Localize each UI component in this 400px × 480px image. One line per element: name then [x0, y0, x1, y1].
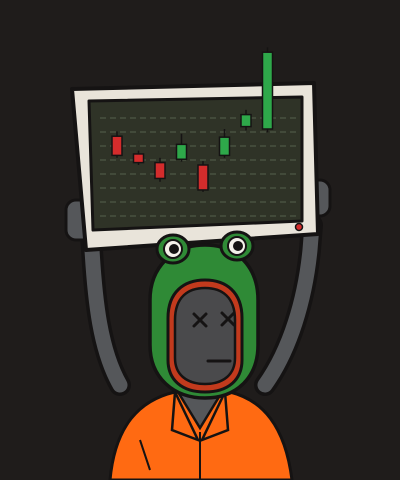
candle-up	[218, 136, 231, 157]
face	[173, 286, 237, 386]
candlestick-chart	[111, 47, 274, 192]
candle-up	[240, 113, 252, 128]
x-eyes	[192, 311, 236, 328]
monitor	[70, 47, 320, 252]
frog-right-eye	[219, 230, 255, 262]
power-led	[294, 222, 304, 232]
candle-down	[154, 161, 166, 180]
monitor-screen	[87, 95, 304, 232]
frog-left-eye	[155, 233, 191, 265]
candle-down	[111, 135, 123, 157]
candle-up	[175, 143, 188, 160]
candle-down	[132, 153, 145, 164]
right-arm	[254, 214, 323, 396]
frog-hood	[148, 230, 260, 400]
orange-suit	[108, 387, 294, 480]
candle-down	[197, 164, 209, 191]
left-arm	[79, 214, 131, 396]
candle-up	[261, 51, 274, 130]
